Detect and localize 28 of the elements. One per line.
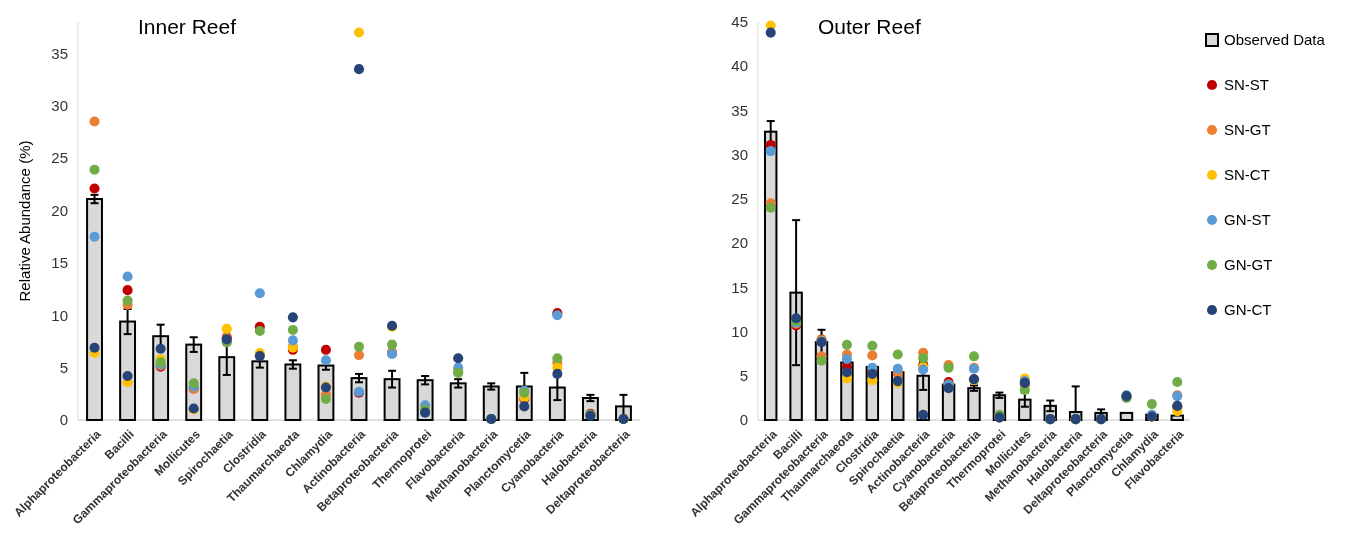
chart-title: Inner Reef (138, 15, 237, 38)
legend-label: SN-GT (1224, 121, 1271, 139)
y-tick-label: 30 (51, 97, 68, 115)
y-tick-label: 35 (51, 44, 68, 62)
y-tick-label: 5 (59, 358, 68, 376)
y-tick-label: 15 (51, 254, 68, 272)
y-tick-label: 40 (731, 57, 748, 75)
y-tick-label: 5 (739, 367, 748, 385)
y-tick-label: 20 (731, 234, 748, 252)
legend-label: GN-CT (1224, 301, 1272, 319)
y-tick-label: 0 (739, 411, 748, 429)
legend-label: GN-ST (1224, 211, 1271, 229)
y-tick-label: 25 (51, 149, 68, 167)
y-tick-label: 10 (51, 306, 68, 324)
y-tick-label: 0 (59, 411, 68, 429)
y-tick-label: 20 (51, 201, 68, 219)
y-tick-label: 35 (731, 101, 748, 119)
y-tick-label: 30 (731, 145, 748, 163)
legend-label: SN-CT (1224, 166, 1270, 184)
y-axis-title: Relative Abundance (%) (16, 140, 33, 302)
y-tick-label: 25 (731, 190, 748, 208)
chart-title: Outer Reef (818, 15, 921, 38)
y-tick-label: 45 (731, 13, 748, 31)
y-tick-label: 15 (731, 278, 748, 296)
legend-label: Observed Data (1224, 31, 1326, 49)
y-tick-label: 10 (731, 322, 748, 340)
legend-label: GN-GT (1224, 256, 1273, 274)
legend-label: SN-ST (1224, 76, 1269, 94)
